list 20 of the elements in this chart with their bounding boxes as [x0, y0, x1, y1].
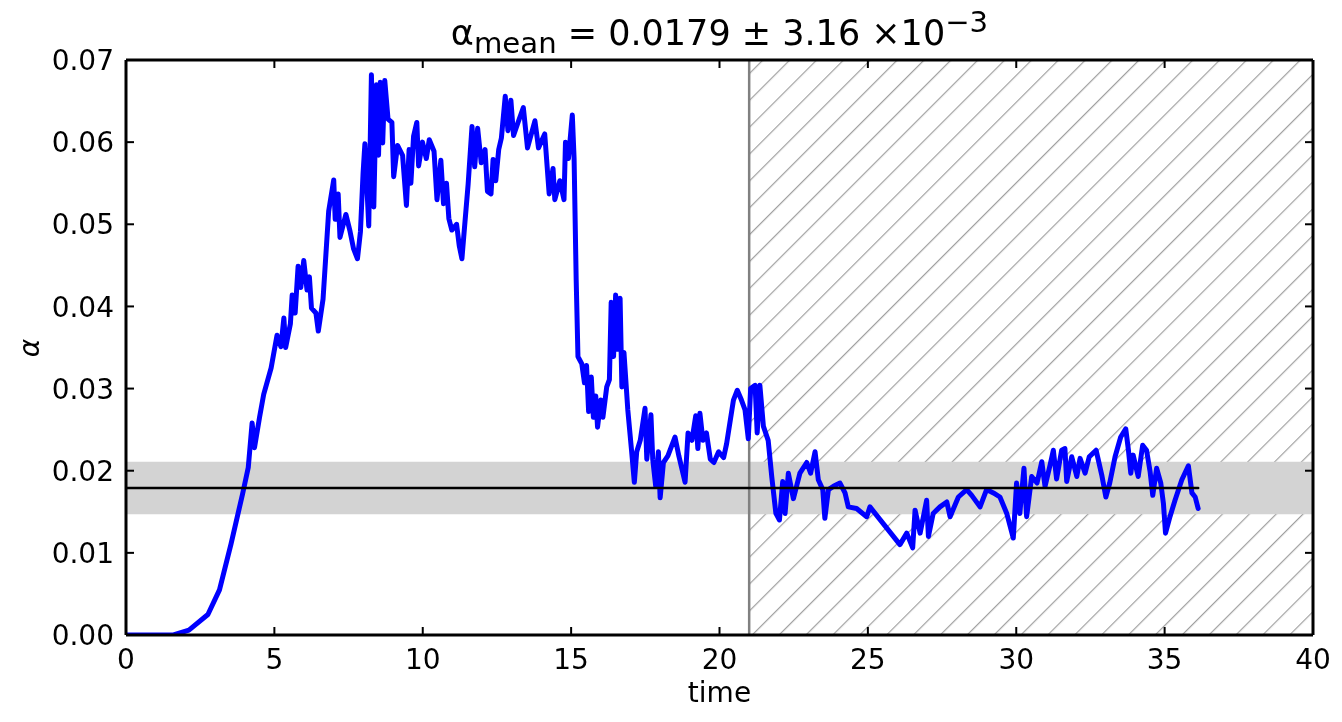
y-tick-label: 0.07	[51, 44, 114, 78]
y-tick-label: 0.05	[51, 208, 114, 242]
x-axis-title: time	[686, 676, 753, 709]
y-tick-label: 0.06	[51, 126, 114, 160]
x-tick-label: 35	[1146, 643, 1183, 677]
y-axis-title: α	[12, 338, 46, 357]
y-tick-label: 0.00	[51, 619, 114, 653]
x-tick-label: 20	[701, 643, 738, 677]
chart-title: α$_{mean}$ = 0.0179 ± 3.16 ×10$^{−3}$	[449, 5, 990, 60]
x-tick-label: 30	[998, 643, 1035, 677]
y-tick-label: 0.02	[51, 454, 114, 488]
y-tick-label: 0.01	[51, 536, 114, 570]
x-tick-label: 5	[265, 643, 284, 677]
x-tick-label: 40	[1295, 643, 1331, 677]
x-tick-label: 25	[850, 643, 886, 677]
x-tick-label: 10	[404, 643, 441, 677]
x-tick-label: 0	[117, 643, 135, 677]
y-tick-label: 0.03	[51, 372, 114, 406]
x-tick-label: 15	[553, 643, 589, 677]
y-tick-label: 0.04	[51, 290, 114, 324]
